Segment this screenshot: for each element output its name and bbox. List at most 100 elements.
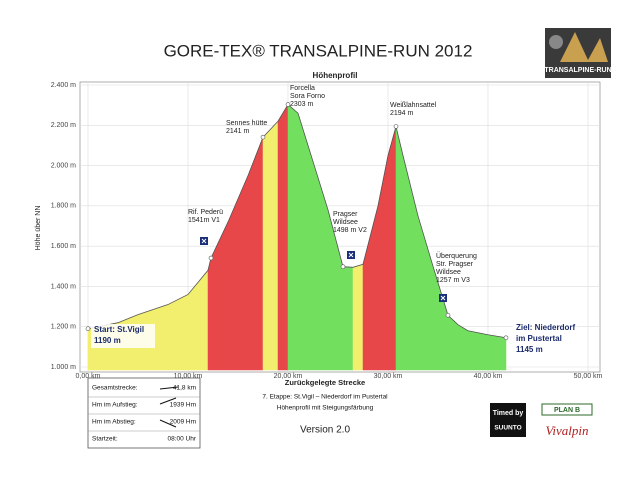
caption: 7. Etappe: St.Vigil – Niederdorf im Pust… xyxy=(262,394,388,401)
annotation-box xyxy=(513,322,577,358)
profile-segment xyxy=(307,145,329,371)
waypoint xyxy=(340,264,346,269)
annotation: 2303 m xyxy=(290,101,314,108)
info-arrow xyxy=(159,397,177,405)
timed-by: Timed by xyxy=(493,410,524,417)
waypoint xyxy=(260,134,266,140)
profile-segment xyxy=(352,263,364,371)
annotation: 1498 m V2 xyxy=(333,227,367,234)
profile-segment xyxy=(467,330,489,371)
x-tick-label: 40,00 km xyxy=(474,373,503,380)
profile-segment xyxy=(287,103,299,371)
planb-logo xyxy=(541,403,593,416)
chart-title: GORE-TEX® TRANSALPINE-RUN 2012 xyxy=(164,41,473,60)
profile-segment xyxy=(395,126,404,371)
x-tick-label: 0,00 km xyxy=(76,373,101,380)
y-tick-label: 1.600 m xyxy=(51,243,76,250)
x-axis-label: Zurückgelegte Strecke xyxy=(285,378,365,387)
suunto-logo xyxy=(490,403,526,437)
profile-segment xyxy=(277,103,289,371)
logo-mountain xyxy=(560,32,608,62)
aid-icon-mark xyxy=(348,252,354,258)
annotation: Sora Forno xyxy=(290,93,325,100)
y-tick-label: 1.400 m xyxy=(51,283,76,290)
aid-icon-mark xyxy=(201,238,207,244)
profile-segment xyxy=(167,294,189,371)
x-tick-label: 50,00 km xyxy=(574,373,603,380)
annotation: 2141 m xyxy=(226,128,250,135)
x-tick-label: 30,00 km xyxy=(374,373,403,380)
info-rows: Gesamtstrecke: 41,8 km Hm im Aufstieg: 1939… xyxy=(88,385,200,443)
waypoint xyxy=(285,102,291,107)
waypoint xyxy=(85,326,91,332)
y-tick-label: 2.000 m xyxy=(51,162,76,169)
y-tick-label: 2.400 m xyxy=(51,82,76,89)
profile-segment xyxy=(227,175,249,371)
logo-badge xyxy=(549,35,563,49)
annotation: im Pustertal xyxy=(516,334,562,343)
profile-segment xyxy=(262,120,279,371)
annotation: 1145 m xyxy=(516,345,543,354)
y-tick-label: 2.200 m xyxy=(51,122,76,129)
version: Version 2.0 xyxy=(300,425,350,436)
chart-subtitle: Höhenprofil xyxy=(313,71,358,80)
annotation: Rif. Pederü xyxy=(188,209,223,216)
y-tick-label: 1.800 m xyxy=(51,203,76,210)
profile-segment xyxy=(297,113,309,371)
event-logo-text: TRANSALPINE-RUN xyxy=(544,67,611,74)
profile-segment xyxy=(342,266,354,371)
info-value: 41,8 km xyxy=(173,385,196,392)
waypoint xyxy=(503,335,509,341)
annotation: 1257 m V3 xyxy=(436,277,470,284)
profile-segment xyxy=(402,155,419,371)
annotation: Wildsee xyxy=(436,269,461,276)
annotation: Wildsee xyxy=(333,219,358,226)
profile-segment xyxy=(417,215,434,371)
vivalpin: Vivalpin xyxy=(545,423,588,438)
profile-segment xyxy=(247,137,264,371)
profile-segment xyxy=(487,334,507,371)
y-tick-label: 1.000 m xyxy=(51,364,76,371)
waypoint xyxy=(208,255,214,261)
info-label: Gesamtstrecke: xyxy=(92,385,138,392)
profile-segment xyxy=(207,257,212,371)
annotation: 1190 m xyxy=(94,336,121,345)
annotation: Sennes hütte xyxy=(226,120,267,127)
annotation: Forcella xyxy=(290,85,315,92)
annotation: 2194 m xyxy=(390,110,414,117)
profile-segment xyxy=(187,269,209,371)
info-value: 2009 Hm xyxy=(170,419,196,426)
annotation: Ziel: Niederdorf xyxy=(516,323,575,332)
info-box xyxy=(87,377,201,449)
plot-frame xyxy=(79,81,601,373)
y-tick-label: 1.200 m xyxy=(51,324,76,331)
annotation: Überquerung xyxy=(436,252,477,260)
annotation: Pragser xyxy=(333,211,358,218)
annotation: Str. Pragser xyxy=(436,261,474,268)
info-value: 08:00 Uhr xyxy=(167,436,196,443)
waypoint xyxy=(393,124,399,129)
aid-icon-mark xyxy=(440,295,446,301)
info-label: Startzeit: xyxy=(92,436,118,443)
info-value: 1939 Hm xyxy=(170,402,196,409)
caption: Höhenprofil mit Steigungsfärbung xyxy=(277,405,374,412)
annotation-box xyxy=(91,324,155,348)
info-label: Hm im Abstieg: xyxy=(92,419,136,426)
info-arrow xyxy=(159,419,177,428)
annotation: 1541m V1 xyxy=(188,217,220,224)
y-axis-label: Höhe über NN xyxy=(35,206,42,251)
x-tick-label: 20,00 km xyxy=(274,373,303,380)
annotation: Weißlahnsattel xyxy=(390,102,437,109)
profile-segment xyxy=(377,155,389,371)
profile-line xyxy=(87,103,507,339)
info-arrow xyxy=(159,386,179,390)
suunto: SUUNTO xyxy=(494,425,521,432)
profile-segment xyxy=(210,221,229,371)
profile-segment xyxy=(387,126,397,371)
x-tick-label: 10,00 km xyxy=(174,373,203,380)
profile-segment xyxy=(327,209,344,371)
waypoint xyxy=(445,312,451,318)
info-label: Hm im Aufstieg: xyxy=(92,402,138,409)
